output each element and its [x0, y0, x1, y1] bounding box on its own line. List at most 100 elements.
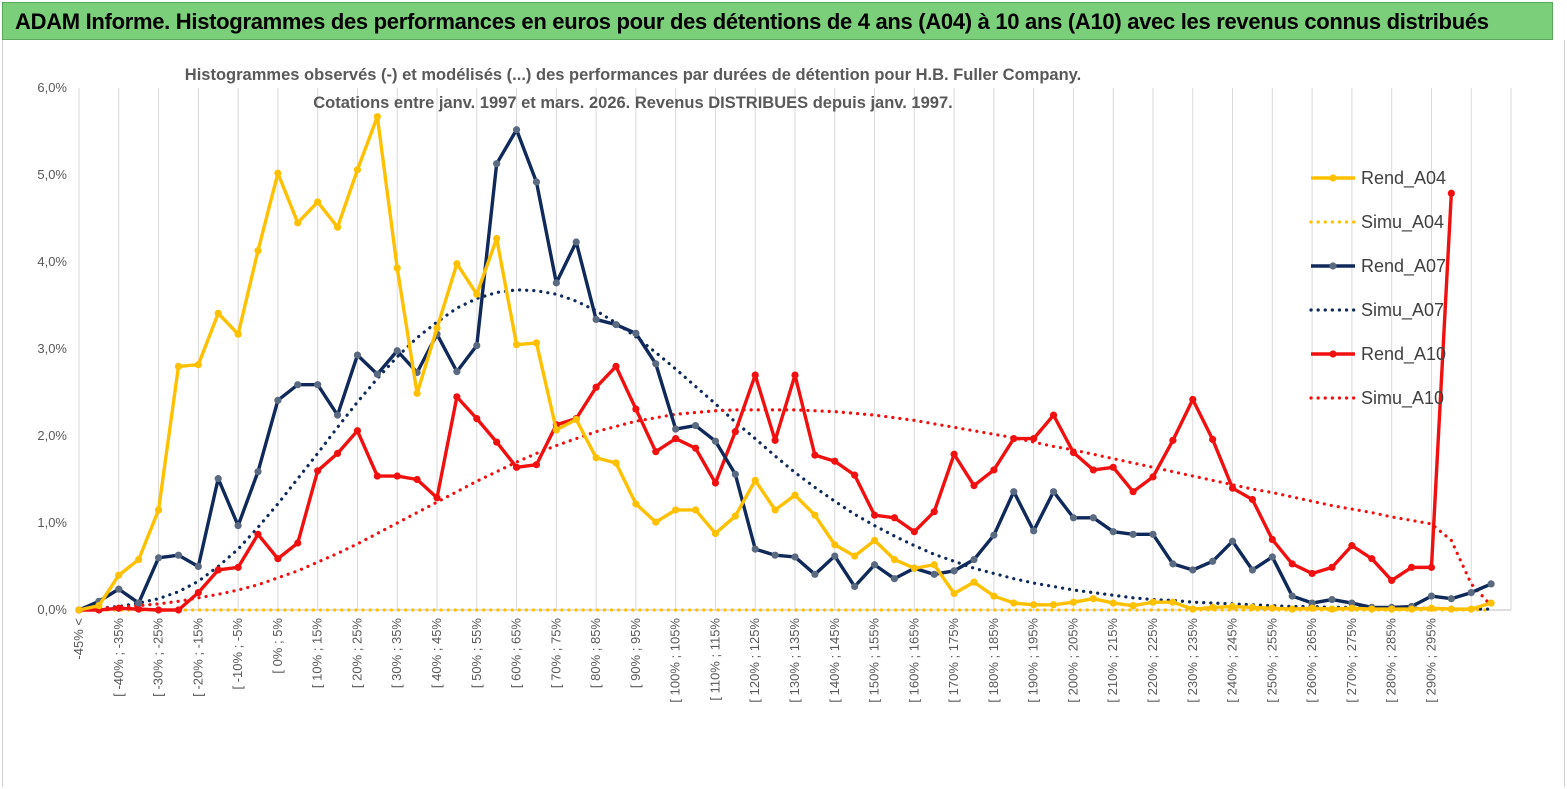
legend-item-simu-a07: Simu_A07 — [1309, 300, 1444, 321]
data-point-rend-a04 — [1089, 595, 1097, 603]
data-point-rend-a07 — [373, 370, 381, 378]
legend-label: Simu_A10 — [1361, 388, 1444, 409]
data-point-rend-a04 — [1427, 604, 1436, 612]
data-point-rend-a10 — [1209, 435, 1217, 444]
chart-frame: 0,0% 1,0% 2,0% 3,0% 4,0% 5,0% 6,0% -45% < [ -40… — [2, 40, 1565, 787]
data-point-rend-a04 — [930, 561, 938, 569]
y-tick-label: 2,0% — [37, 428, 67, 443]
data-point-rend-a07 — [512, 126, 521, 134]
data-point-rend-a10 — [1427, 563, 1436, 571]
data-point-rend-a10 — [691, 444, 700, 452]
x-tick-label: [ 20% ; 25% — [349, 618, 364, 689]
data-point-rend-a07 — [751, 545, 759, 553]
data-point-rend-a04 — [1030, 601, 1038, 609]
data-point-rend-a04 — [572, 415, 580, 424]
data-point-rend-a04 — [194, 361, 202, 369]
y-tick-label: 4,0% — [37, 254, 67, 269]
data-point-rend-a10 — [970, 481, 978, 490]
x-tick-label: [ 170% ; 175% — [946, 618, 961, 703]
data-point-rend-a10 — [751, 371, 759, 379]
data-point-rend-a10 — [314, 467, 322, 475]
data-point-rend-a04 — [353, 166, 362, 174]
data-point-rend-a07 — [393, 347, 401, 355]
data-point-rend-a07 — [1288, 592, 1296, 600]
data-point-rend-a07 — [1189, 566, 1197, 574]
data-point-rend-a07 — [890, 575, 899, 583]
data-point-rend-a07 — [1248, 566, 1257, 574]
data-point-rend-a07 — [990, 531, 998, 539]
y-axis-ticks: 0,0% 1,0% 2,0% 3,0% 4,0% 5,0% 6,0% — [37, 80, 67, 617]
data-point-rend-a10 — [373, 472, 381, 480]
data-point-rend-a10 — [393, 472, 401, 480]
data-point-rend-a07 — [771, 551, 779, 559]
data-point-rend-a10 — [731, 428, 739, 436]
x-tick-label: [ 10% ; 15% — [310, 618, 325, 689]
data-point-rend-a04 — [393, 264, 401, 272]
data-point-rend-a10 — [950, 450, 958, 458]
data-point-rend-a07 — [1328, 595, 1336, 604]
data-point-rend-a10 — [1069, 448, 1078, 457]
x-tick-label: [ 240% ; 245% — [1225, 618, 1240, 703]
data-point-rend-a10 — [353, 427, 362, 435]
data-point-rend-a10 — [990, 466, 998, 474]
data-point-rend-a10 — [632, 405, 640, 413]
data-point-rend-a07 — [274, 396, 282, 404]
data-point-rend-a10 — [493, 438, 501, 446]
data-point-rend-a10 — [135, 605, 143, 613]
data-point-rend-a04 — [1467, 605, 1475, 613]
data-point-rend-a07 — [592, 315, 600, 324]
data-point-rend-a04 — [890, 555, 899, 564]
series-line-simu-a10 — [77, 408, 1493, 611]
data-point-rend-a10 — [453, 393, 461, 401]
data-point-rend-a10 — [1388, 576, 1396, 585]
series-simu-a07 — [77, 288, 1493, 611]
data-point-rend-a10 — [413, 475, 421, 484]
data-point-rend-a07 — [1169, 560, 1177, 568]
y-tick-label: 1,0% — [37, 515, 67, 530]
data-point-rend-a04 — [512, 341, 521, 349]
x-axis-ticks: -45% < [ -40% ; -35% [ -30% ; -25% [ -20% ;… — [71, 618, 1438, 703]
data-point-rend-a04 — [254, 247, 262, 255]
x-tick-label: [ 160% ; 165% — [906, 618, 921, 703]
data-point-rend-a07 — [254, 468, 262, 476]
legend-item-simu-a04: Simu_A04 — [1309, 212, 1444, 233]
data-point-rend-a10 — [1010, 435, 1018, 443]
data-point-rend-a07 — [1348, 599, 1356, 607]
data-point-rend-a04 — [1368, 605, 1376, 613]
data-point-rend-a10 — [672, 435, 680, 443]
data-point-rend-a04 — [234, 330, 242, 338]
data-point-rend-a07 — [552, 279, 560, 287]
data-point-rend-a10 — [115, 604, 123, 612]
x-tick-label: [ 60% ; 65% — [509, 618, 524, 689]
data-point-rend-a07 — [1010, 488, 1018, 496]
data-point-rend-a10 — [1328, 563, 1336, 571]
x-tick-label: [ 200% ; 205% — [1065, 618, 1080, 703]
data-point-rend-a04 — [1109, 599, 1117, 607]
data-point-rend-a10 — [1407, 563, 1416, 571]
y-tick-label: 3,0% — [37, 341, 67, 356]
data-point-rend-a07 — [314, 381, 322, 389]
data-point-rend-a07 — [851, 582, 859, 591]
data-point-rend-a04 — [691, 506, 700, 514]
x-tick-label: [ 250% ; 255% — [1264, 618, 1279, 703]
data-point-rend-a04 — [115, 571, 123, 579]
x-tick-label: [ 150% ; 155% — [867, 618, 882, 703]
x-tick-label: [ 190% ; 195% — [1026, 618, 1041, 703]
legend-item-simu-a10: Simu_A10 — [1309, 388, 1444, 409]
data-point-rend-a10 — [1129, 488, 1137, 496]
legend-marker — [1329, 262, 1337, 270]
x-tick-label: [ 180% ; 185% — [986, 618, 1001, 703]
data-point-rend-a07 — [473, 341, 481, 350]
data-point-rend-a04 — [1308, 604, 1316, 612]
data-point-rend-a04 — [1069, 598, 1078, 606]
series-rend-a10 — [75, 189, 1455, 614]
data-point-rend-a10 — [174, 606, 183, 614]
data-point-rend-a04 — [473, 290, 481, 298]
data-point-rend-a10 — [1288, 560, 1296, 568]
data-point-rend-a10 — [1089, 466, 1097, 474]
x-tick-label: [ 210% ; 215% — [1105, 618, 1120, 703]
data-point-rend-a04 — [154, 506, 163, 514]
chart-subtitle: Cotations entre janv. 1997 et mars. 2026… — [313, 94, 952, 112]
data-point-rend-a10 — [214, 566, 222, 574]
data-point-rend-a07 — [870, 561, 879, 569]
